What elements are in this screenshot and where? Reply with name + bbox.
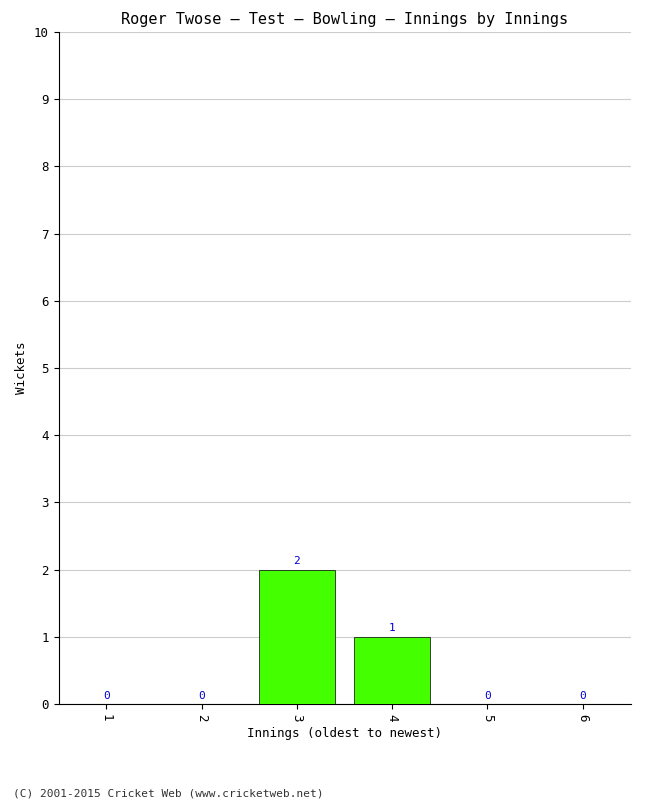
Text: 0: 0: [103, 690, 110, 701]
X-axis label: Innings (oldest to newest): Innings (oldest to newest): [247, 726, 442, 740]
Y-axis label: Wickets: Wickets: [15, 342, 28, 394]
Bar: [354, 637, 430, 704]
Text: 2: 2: [293, 556, 300, 566]
Text: (C) 2001-2015 Cricket Web (www.cricketweb.net): (C) 2001-2015 Cricket Web (www.cricketwe…: [13, 788, 324, 798]
Text: 0: 0: [579, 690, 586, 701]
Text: 0: 0: [198, 690, 205, 701]
Text: 1: 1: [389, 623, 396, 634]
Text: 0: 0: [484, 690, 491, 701]
Bar: [259, 570, 335, 704]
Title: Roger Twose – Test – Bowling – Innings by Innings: Roger Twose – Test – Bowling – Innings b…: [121, 12, 568, 26]
